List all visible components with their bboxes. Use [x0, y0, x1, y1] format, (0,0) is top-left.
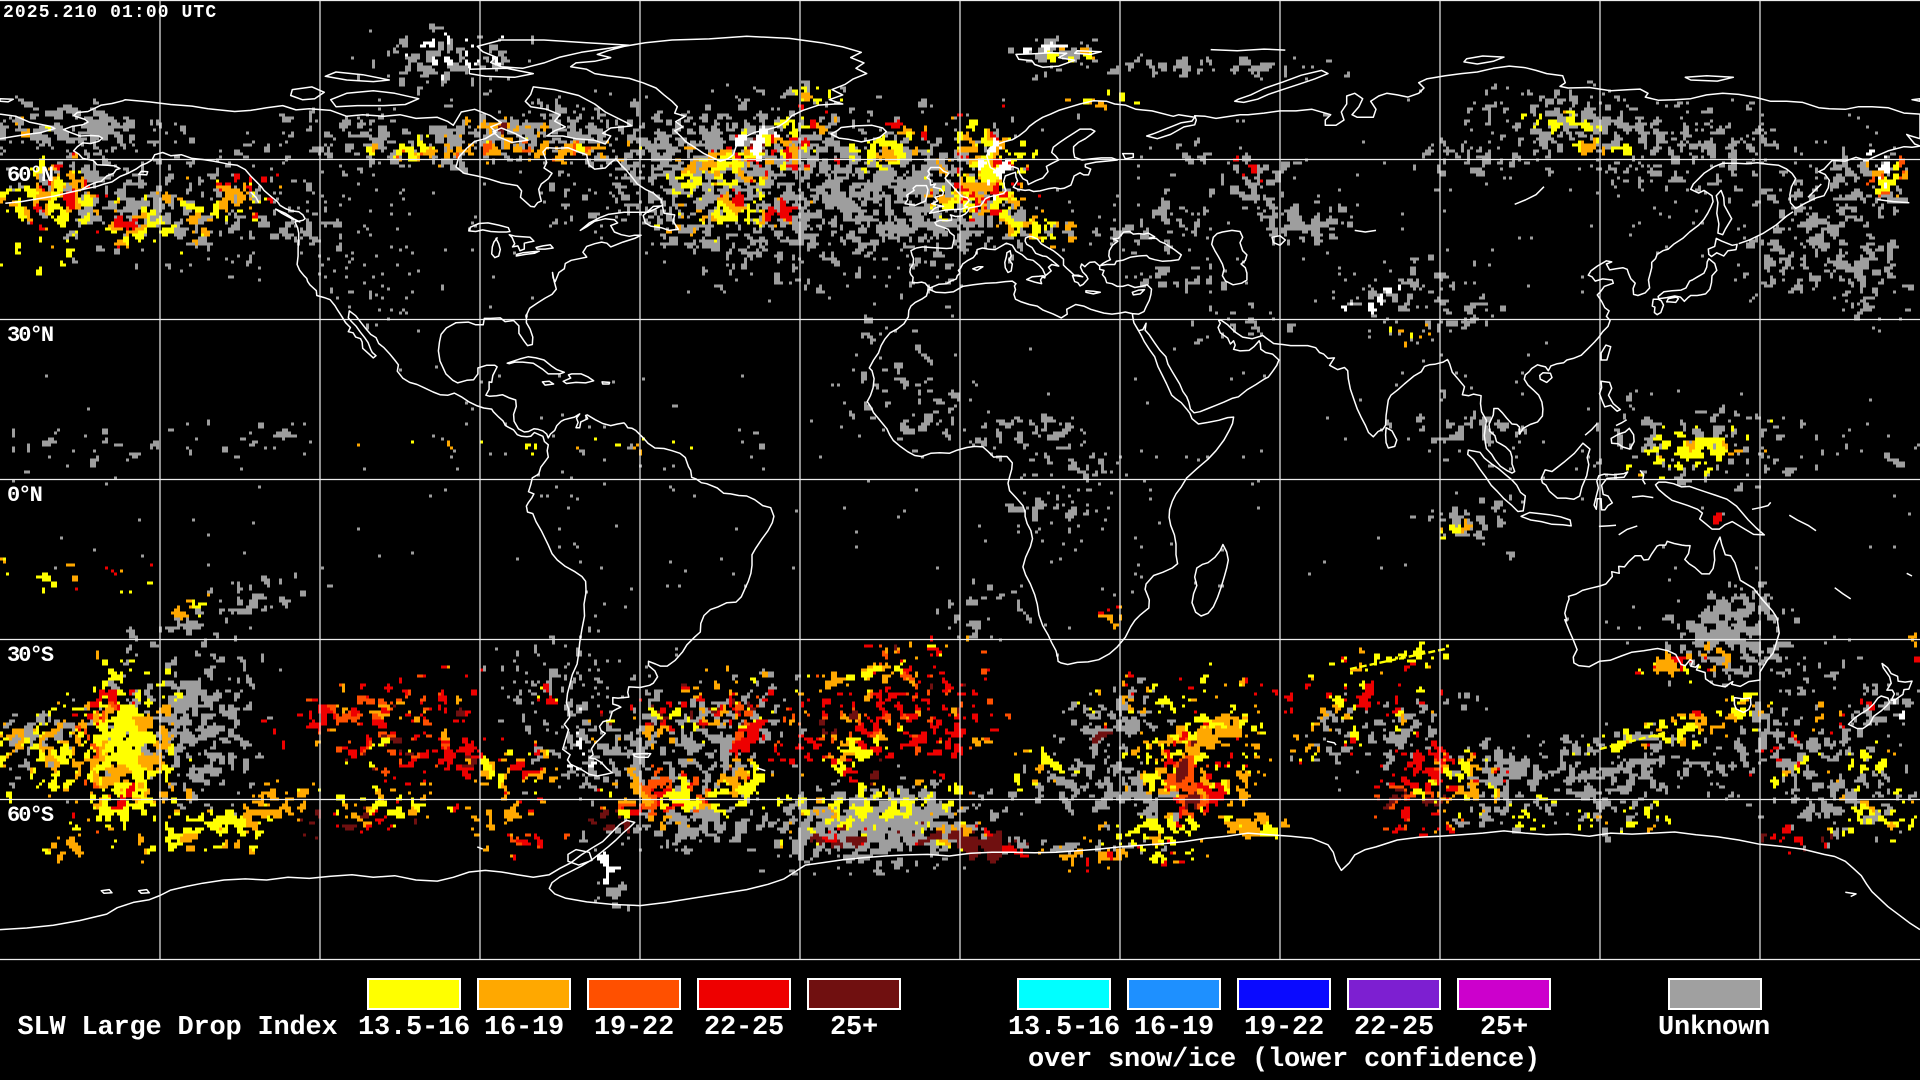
svg-text:over snow/ice (lower confidenc: over snow/ice (lower confidence): [1028, 1045, 1540, 1075]
svg-text:19-22: 19-22: [1244, 1013, 1324, 1043]
svg-text:22-25: 22-25: [704, 1013, 784, 1043]
svg-text:SLW Large Drop Index: SLW Large Drop Index: [18, 1013, 338, 1043]
svg-text:60°N: 60°N: [7, 163, 53, 188]
svg-text:13.5-16: 13.5-16: [358, 1013, 470, 1043]
svg-text:22-25: 22-25: [1354, 1013, 1434, 1043]
svg-text:2025.210 01:00 UTC: 2025.210 01:00 UTC: [3, 3, 217, 23]
svg-text:60°S: 60°S: [7, 803, 54, 828]
svg-text:0°N: 0°N: [7, 483, 42, 508]
svg-text:25+: 25+: [1480, 1013, 1528, 1043]
svg-text:25+: 25+: [830, 1013, 878, 1043]
svg-text:16-19: 16-19: [484, 1013, 564, 1043]
svg-text:30°N: 30°N: [7, 323, 53, 348]
svg-text:13.5-16: 13.5-16: [1008, 1013, 1120, 1043]
svg-text:Unknown: Unknown: [1658, 1013, 1770, 1043]
svg-text:19-22: 19-22: [594, 1013, 674, 1043]
svg-text:16-19: 16-19: [1134, 1013, 1214, 1043]
svg-text:30°S: 30°S: [7, 643, 54, 668]
